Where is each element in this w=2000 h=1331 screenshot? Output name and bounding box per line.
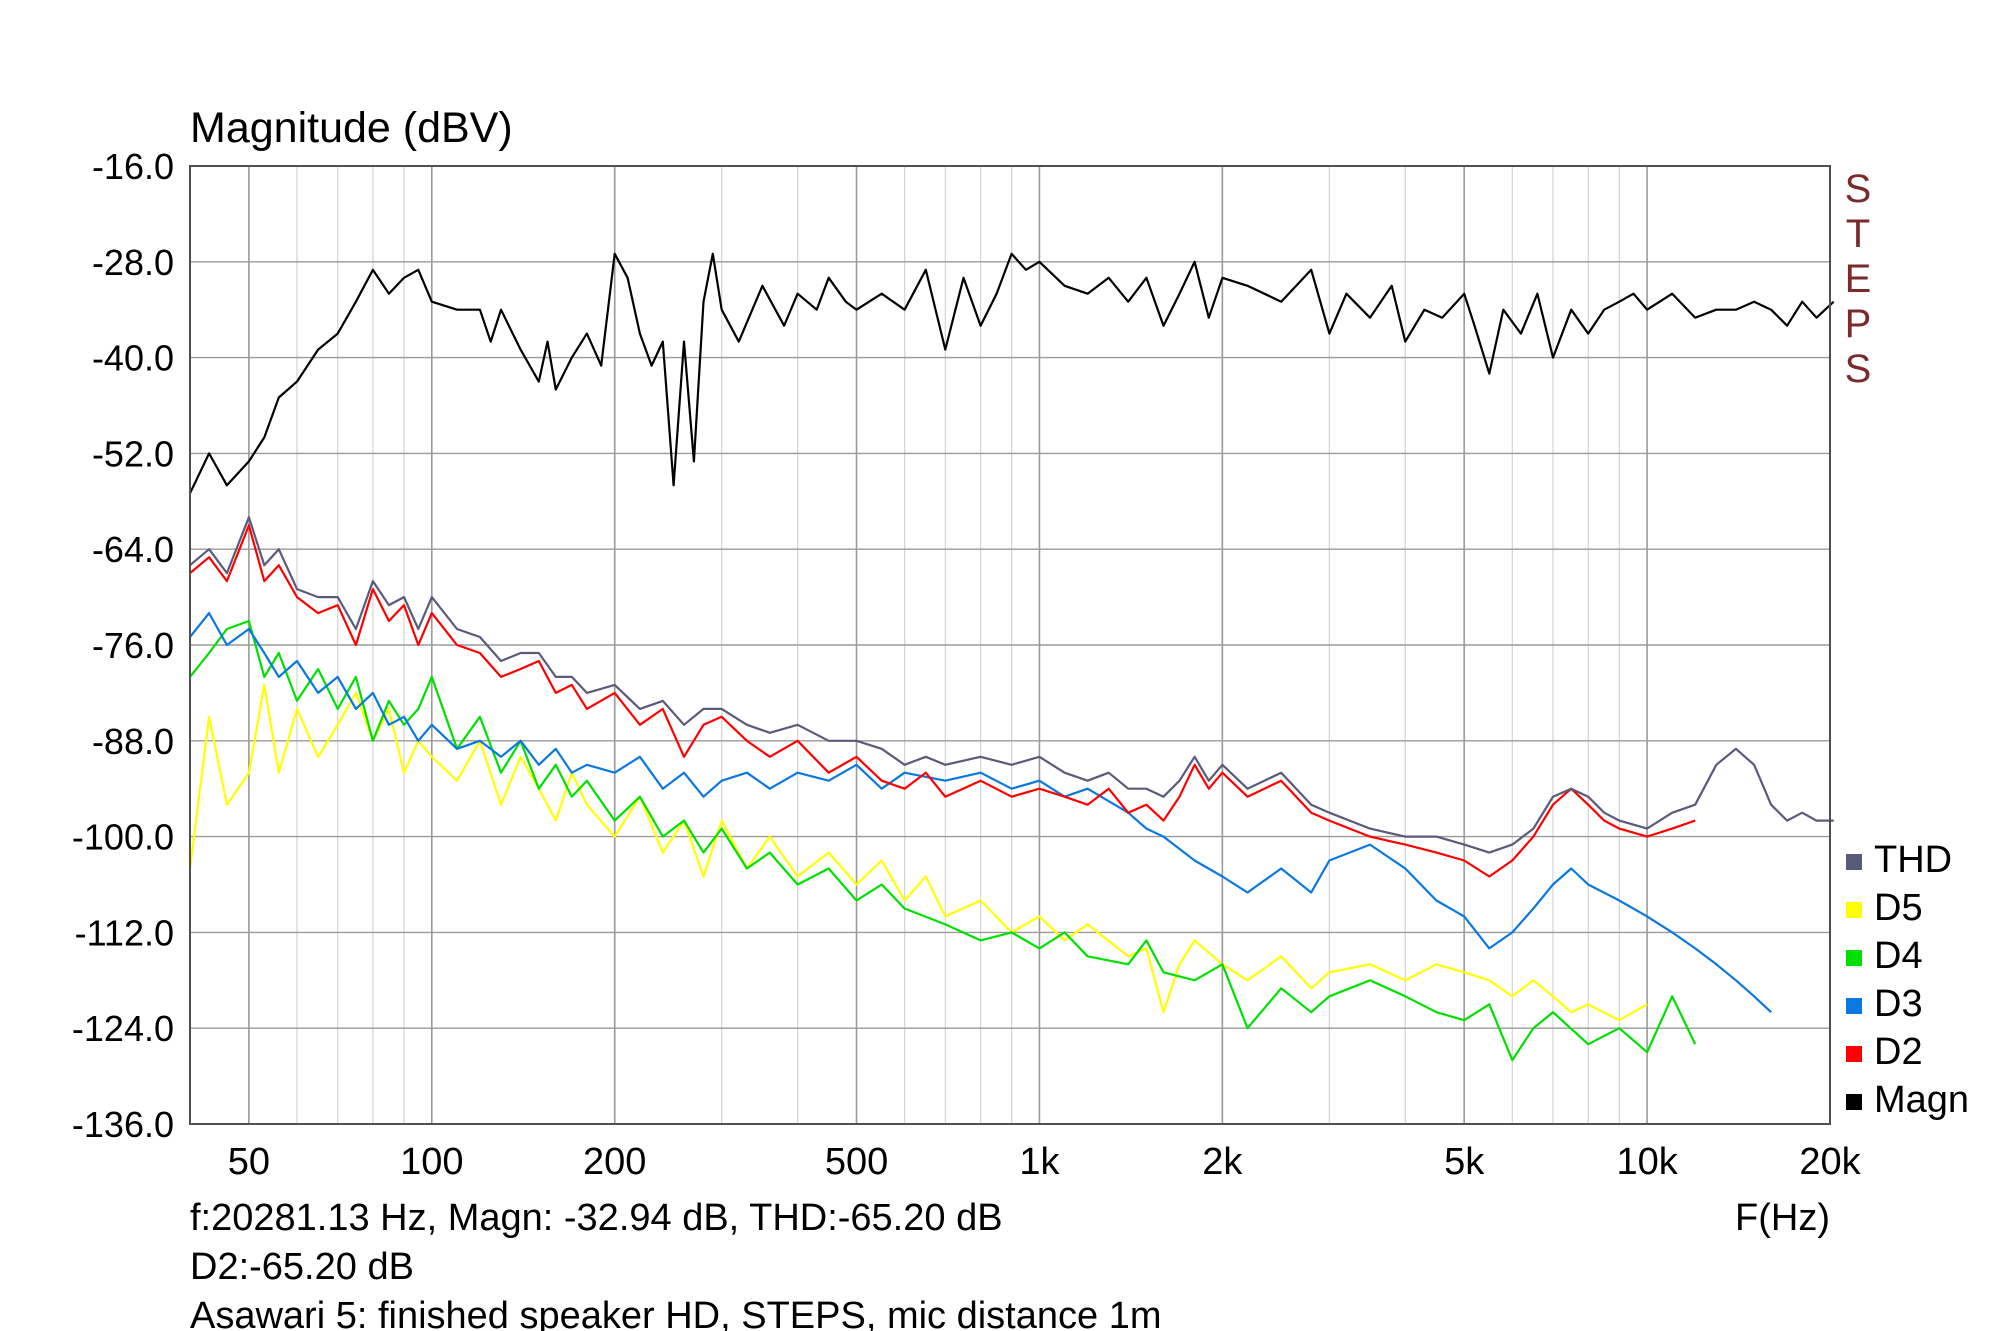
legend-label-d3[interactable]: D3 [1874,983,1923,1025]
x-tick-label: 2k [1202,1141,1243,1183]
x-tick-label: 10k [1616,1141,1678,1183]
chart-title: Magnitude (dBV) [190,104,513,152]
x-tick-label: 5k [1444,1141,1485,1183]
chart-caption: Asawari 5: finished speaker HD, STEPS, m… [190,1295,1162,1331]
side-label-letter: S [1845,347,1872,391]
legend-label-magn[interactable]: Magn [1874,1079,1969,1121]
x-tick-label: 200 [583,1141,646,1183]
y-axis-ticks: -16.0 -28.0 -40.0 -52.0 -64.0 -76.0 -88.0 -100.… [72,146,174,1145]
y-tick-label: -28.0 [92,242,174,283]
series-line-magn [189,252,1835,494]
y-tick-label: -124.0 [72,1008,174,1049]
y-tick-label: -52.0 [92,433,174,474]
plot-frame [189,165,1831,1125]
side-label-letter: P [1845,302,1872,346]
side-label-letter: E [1845,257,1872,301]
legend-swatch-thd [1846,854,1862,870]
x-axis-ticks: 50 100 200 500 1k 2k 5k 10k 20k [228,1141,1862,1183]
y-tick-label: -112.0 [75,912,174,953]
legend-swatch-d5 [1846,902,1862,918]
legend[interactable]: THD D5 D4 D3 D2 Magn [1846,839,1969,1121]
series-line-d3 [189,611,1772,1014]
y-tick-label: -100.0 [72,817,174,858]
y-tick-label: -76.0 [92,625,174,666]
series-line-d2 [189,524,1696,878]
y-tick-label: -40.0 [92,338,174,379]
legend-swatch-d2 [1846,1046,1862,1062]
grid [189,165,1831,1125]
series-line-d4 [189,619,1697,1062]
x-tick-label: 100 [400,1141,463,1183]
legend-swatch-d3 [1846,998,1862,1014]
legend-label-d5[interactable]: D5 [1874,887,1923,929]
legend-label-d2[interactable]: D2 [1874,1031,1923,1073]
side-label-letter: T [1846,212,1870,256]
series-line-thd [189,516,1834,854]
legend-label-thd[interactable]: THD [1874,839,1952,881]
cursor-readout-line1: f:20281.13 Hz, Magn: -32.94 dB, THD:-65.… [190,1197,1003,1239]
y-tick-label: -88.0 [92,721,174,762]
x-tick-label: 500 [825,1141,888,1183]
y-tick-label: -136.0 [72,1104,174,1145]
legend-swatch-d4 [1846,950,1862,966]
legend-swatch-magn [1846,1094,1862,1110]
series-line-d5 [188,683,1648,1022]
y-tick-label: -16.0 [92,146,174,187]
legend-label-d4[interactable]: D4 [1874,935,1923,977]
x-tick-label: 20k [1799,1141,1861,1183]
x-tick-label: 50 [228,1141,270,1183]
y-tick-label: -64.0 [92,529,174,570]
x-axis-label: F(Hz) [1735,1197,1830,1239]
side-label: STEPS [1845,167,1872,391]
x-tick-label: 1k [1019,1141,1060,1183]
cursor-readout-line2: D2:-65.20 dB [190,1246,414,1288]
series-layer [188,252,1835,1062]
side-label-letter: S [1845,167,1872,211]
